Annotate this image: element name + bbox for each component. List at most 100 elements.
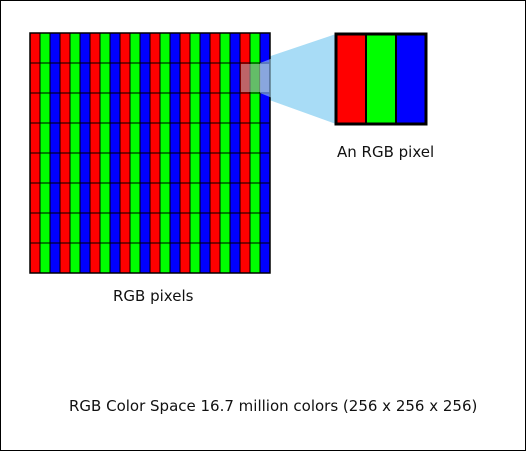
subpixel-green — [99, 32, 111, 64]
subpixel-green — [249, 32, 261, 64]
subpixel-blue — [79, 152, 91, 184]
subpixel-red — [209, 62, 221, 94]
subpixel-red — [179, 242, 191, 274]
subpixel-red — [119, 212, 131, 244]
subpixel-blue — [229, 212, 241, 244]
subpixel-blue — [229, 152, 241, 184]
subpixel-green — [159, 62, 171, 94]
subpixel-blue — [169, 242, 181, 274]
subpixel-blue — [79, 32, 91, 64]
subpixel-red — [119, 122, 131, 154]
subpixel-red — [59, 32, 71, 64]
subpixel-green — [159, 152, 171, 184]
subpixel-red — [29, 242, 41, 274]
subpixel-blue — [169, 32, 181, 64]
subpixel-blue — [139, 32, 151, 64]
subpixel-green — [159, 242, 171, 274]
subpixel-green — [189, 242, 201, 274]
subpixel-green — [39, 152, 51, 184]
subpixel-red — [239, 182, 251, 214]
subpixel-green — [159, 212, 171, 244]
subpixel-red — [149, 212, 161, 244]
subpixel-green — [69, 182, 81, 214]
subpixel-green — [189, 122, 201, 154]
subpixel-red — [179, 212, 191, 244]
subpixel-red — [149, 182, 161, 214]
subpixel-green — [99, 242, 111, 274]
subpixel-blue — [79, 92, 91, 124]
subpixel-red — [89, 62, 101, 94]
subpixel-red — [29, 32, 41, 64]
subpixel-blue — [259, 32, 271, 64]
subpixel-blue — [109, 242, 121, 274]
subpixel-blue — [109, 32, 121, 64]
subpixel-blue — [199, 182, 211, 214]
subpixel-blue — [49, 182, 61, 214]
subpixel-red — [119, 242, 131, 274]
subpixel-green — [39, 182, 51, 214]
subpixel-red — [239, 32, 251, 64]
subpixel-green — [39, 122, 51, 154]
subpixel-blue — [169, 212, 181, 244]
subpixel-blue — [139, 62, 151, 94]
subpixel-green — [219, 152, 231, 184]
subpixel-blue — [259, 152, 271, 184]
zoomed-pixel-border — [334, 32, 428, 126]
subpixel-green — [189, 92, 201, 124]
subpixel-green — [129, 62, 141, 94]
subpixel-red — [239, 122, 251, 154]
subpixel-red — [179, 152, 191, 184]
subpixel-red — [29, 122, 41, 154]
subpixel-blue — [229, 182, 241, 214]
subpixel-red — [89, 92, 101, 124]
subpixel-green — [69, 242, 81, 274]
subpixel-green — [99, 152, 111, 184]
subpixel-green — [129, 122, 141, 154]
subpixel-blue — [139, 182, 151, 214]
subpixel-red — [89, 182, 101, 214]
subpixel-red — [179, 92, 191, 124]
subpixel-blue — [109, 152, 121, 184]
subpixel-blue — [259, 212, 271, 244]
subpixel-green — [189, 212, 201, 244]
subpixel-blue — [109, 62, 121, 94]
subpixel-green — [129, 32, 141, 64]
subpixel-green — [99, 212, 111, 244]
subpixel-red — [209, 32, 221, 64]
pixel-caption: An RGB pixel — [337, 143, 435, 161]
subpixel-red — [119, 92, 131, 124]
subpixel-blue — [49, 212, 61, 244]
subpixel-green — [219, 32, 231, 64]
subpixel-red — [149, 62, 161, 94]
subpixel-blue — [49, 92, 61, 124]
subpixel-green — [219, 212, 231, 244]
subpixel-blue — [169, 122, 181, 154]
subpixel-blue — [139, 212, 151, 244]
colorspace-caption: RGB Color Space 16.7 million colors (256… — [69, 397, 478, 415]
subpixel-green — [129, 92, 141, 124]
subpixel-red — [149, 92, 161, 124]
subpixel-red — [29, 212, 41, 244]
subpixel-red — [89, 32, 101, 64]
subpixel-green — [189, 32, 201, 64]
subpixel-blue — [109, 92, 121, 124]
subpixel-green — [69, 212, 81, 244]
subpixel-blue — [79, 122, 91, 154]
subpixel-blue — [229, 62, 241, 94]
subpixel-blue — [259, 242, 271, 274]
subpixel-blue — [199, 92, 211, 124]
subpixel-green — [219, 62, 231, 94]
zoom-beam-overlay — [260, 34, 336, 124]
subpixel-red — [179, 122, 191, 154]
subpixel-blue — [109, 182, 121, 214]
subpixel-green — [69, 62, 81, 94]
subpixel-blue — [199, 152, 211, 184]
subpixel-red — [209, 212, 221, 244]
subpixel-green — [69, 92, 81, 124]
subpixel-blue — [49, 152, 61, 184]
subpixel-red — [59, 122, 71, 154]
subpixel-red — [209, 242, 221, 274]
subpixel-green — [159, 122, 171, 154]
subpixel-green — [99, 182, 111, 214]
